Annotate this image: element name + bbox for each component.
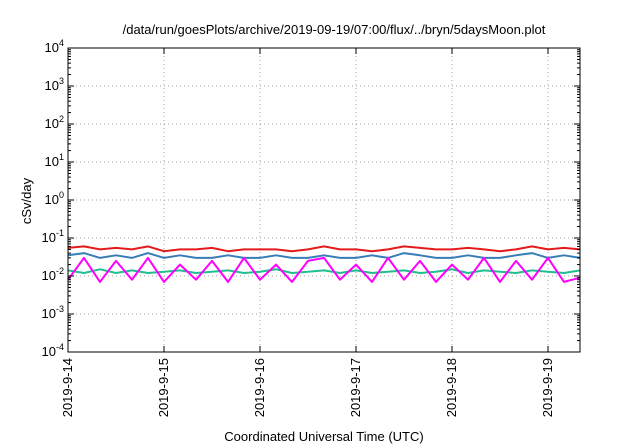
x-tick-label: 2019-9-19 — [540, 358, 555, 417]
y-tick-label: 102 — [45, 114, 64, 131]
x-tick-label: 2019-9-16 — [252, 358, 267, 417]
x-tick-label: 2019-9-14 — [60, 358, 75, 417]
y-tick-label: 10-3 — [42, 304, 64, 321]
series-line — [67, 268, 581, 274]
y-tick-label: 10-4 — [42, 342, 64, 359]
y-axis-label: cSv/day — [19, 177, 34, 224]
y-tick-label: 100 — [45, 190, 64, 207]
grid — [68, 48, 580, 352]
series-line — [67, 245, 581, 253]
x-axis-label: Coordinated Universal Time (UTC) — [224, 429, 423, 444]
series-line — [67, 256, 581, 283]
y-tick-label: 101 — [45, 152, 64, 169]
x-tick-label: 2019-9-15 — [156, 358, 171, 417]
y-tick-label: 10-1 — [42, 228, 64, 245]
x-tick-label: 2019-9-17 — [348, 358, 363, 417]
ticks: 10-4 10-3 10-2 10-1 100 101 102 103 104 2019-9-14… — [42, 38, 580, 417]
y-tick-label: 103 — [45, 76, 64, 93]
series-line — [67, 252, 581, 259]
chart-title: /data/run/goesPlots/archive/2019-09-19/0… — [123, 22, 546, 37]
series-lines — [67, 245, 581, 283]
x-tick-label: 2019-9-18 — [444, 358, 459, 417]
y-tick-label: 104 — [45, 38, 64, 55]
y-tick-label: 10-2 — [42, 266, 64, 283]
